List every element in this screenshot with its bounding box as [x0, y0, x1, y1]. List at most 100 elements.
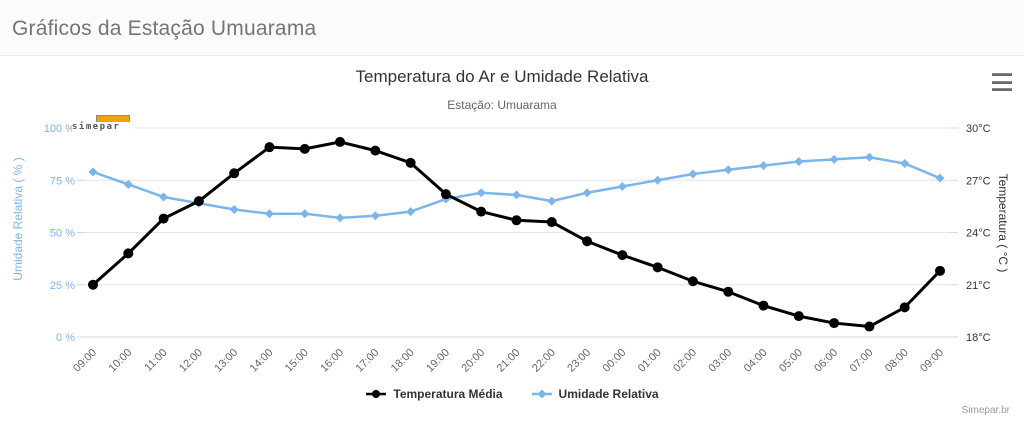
- x-tick-label: 14:00: [248, 347, 276, 375]
- x-tick-label: 05:00: [777, 347, 805, 375]
- data-point-umidade: [406, 207, 416, 217]
- data-point-umidade: [653, 175, 663, 185]
- data-point-temperatura: [264, 142, 275, 153]
- data-point-umidade: [370, 211, 380, 221]
- y-right-tick-label: 18°C: [966, 332, 991, 344]
- x-tick-label: 12:00: [177, 347, 205, 375]
- legend: Temperatura Média Umidade Relativa: [0, 387, 1024, 401]
- data-point-temperatura: [335, 136, 346, 147]
- logo-text: simepar: [72, 122, 121, 132]
- data-point-umidade: [935, 173, 945, 183]
- data-point-temperatura: [229, 168, 240, 179]
- x-tick-label: 07:00: [848, 347, 876, 375]
- data-point-umidade: [512, 190, 521, 200]
- x-tick-label: 19:00: [424, 347, 452, 375]
- data-point-temperatura: [652, 262, 663, 273]
- credits-link[interactable]: Simepar.br: [961, 405, 1010, 416]
- y-axis-right-title: Temperatura ( °C ): [996, 173, 1010, 273]
- data-point-umidade: [159, 192, 169, 202]
- x-tick-label: 22:00: [530, 347, 558, 375]
- data-point-temperatura: [511, 215, 522, 226]
- y-right-tick-label: 27°C: [966, 175, 991, 187]
- data-point-temperatura: [299, 143, 310, 154]
- legend-item-temperatura[interactable]: Temperatura Média: [365, 387, 503, 401]
- data-point-umidade: [617, 182, 627, 192]
- data-point-temperatura: [617, 250, 628, 261]
- series-line-umidade: [91, 156, 942, 220]
- data-point-umidade: [123, 179, 133, 189]
- y-axis-left-title: Umidade Relativa ( % ): [11, 157, 25, 281]
- data-point-temperatura: [723, 286, 734, 297]
- x-tick-label: 00:00: [601, 347, 629, 375]
- y-left-tick-label: 75 %: [50, 175, 75, 187]
- data-point-temperatura: [88, 279, 98, 290]
- x-tick-label: 06:00: [812, 347, 840, 375]
- simepar-logo: simepar: [72, 115, 134, 135]
- y-left-tick-label: 25 %: [50, 280, 75, 292]
- data-point-umidade: [264, 209, 274, 219]
- data-point-temperatura: [687, 276, 698, 287]
- data-point-umidade: [229, 205, 239, 215]
- data-point-temperatura: [158, 213, 169, 224]
- data-point-temperatura: [546, 217, 557, 228]
- logo-orange-bar-icon: [96, 115, 130, 122]
- line-diamond-marker-icon: [531, 389, 552, 399]
- data-point-umidade: [900, 159, 910, 169]
- x-tick-label: 10:00: [106, 347, 134, 375]
- data-point-temperatura: [193, 196, 204, 207]
- x-tick-label: 21:00: [495, 347, 523, 375]
- x-tick-label: 03:00: [706, 347, 734, 375]
- data-point-umidade: [794, 156, 804, 166]
- data-point-temperatura: [899, 302, 910, 313]
- x-tick-label: 13:00: [212, 347, 240, 375]
- data-point-umidade: [582, 188, 592, 198]
- x-tick-label: 08:00: [883, 347, 911, 375]
- hamburger-icon: [992, 80, 1012, 84]
- x-tick-label: 23:00: [565, 347, 593, 375]
- chart-title: Temperatura do Ar e Umidade Relativa: [355, 67, 649, 86]
- y-left-tick-label: 100 %: [44, 123, 75, 135]
- data-point-umidade: [688, 169, 698, 179]
- chart-export-menu-button[interactable]: [990, 72, 1014, 92]
- legend-label: Umidade Relativa: [558, 387, 659, 401]
- hamburger-icon: [992, 73, 1012, 76]
- data-point-umidade: [300, 209, 310, 219]
- y-left-tick-label: 0 %: [56, 332, 75, 344]
- data-point-temperatura: [829, 318, 840, 329]
- x-tick-label: 15:00: [283, 347, 311, 375]
- x-tick-label: 16:00: [318, 347, 346, 375]
- data-point-temperatura: [758, 300, 769, 311]
- x-tick-label: 04:00: [742, 347, 770, 375]
- data-point-temperatura: [370, 145, 381, 156]
- legend-item-umidade[interactable]: Umidade Relativa: [531, 387, 659, 401]
- data-point-umidade: [759, 161, 769, 171]
- page-header: Gráficos da Estação Umuarama: [0, 0, 1024, 56]
- plot-area: 0 % 18°C 25 % 21°C 50 % 24°C 75 % 27°C 100 % 30°C…: [44, 123, 991, 375]
- data-point-umidade: [476, 188, 486, 198]
- data-point-temperatura: [123, 248, 134, 259]
- data-point-umidade: [88, 167, 98, 177]
- data-point-umidade: [723, 165, 733, 175]
- x-tick-label: 18:00: [389, 347, 417, 375]
- x-tick-label: 02:00: [671, 347, 699, 375]
- data-point-umidade: [829, 154, 839, 164]
- x-tick-label: 01:00: [636, 347, 664, 375]
- y-right-tick-label: 24°C: [966, 228, 991, 240]
- chart-subtitle: Estação: Umuarama: [447, 98, 557, 112]
- data-point-temperatura: [476, 206, 487, 217]
- line-circle-marker-icon: [366, 390, 387, 398]
- y-right-tick-label: 30°C: [966, 123, 991, 135]
- y-right-tick-label: 21°C: [966, 280, 991, 292]
- chart-container: 0 % 18°C 25 % 21°C 50 % 24°C 75 % 27°C 100 % 30°C…: [0, 56, 1024, 428]
- x-tick-label: 09:00: [918, 347, 946, 375]
- data-point-umidade: [335, 213, 345, 223]
- data-point-temperatura: [935, 265, 945, 276]
- x-tick-label: 17:00: [354, 347, 382, 375]
- data-point-temperatura: [440, 189, 451, 200]
- page-title: Gráficos da Estação Umuarama: [12, 17, 317, 40]
- y-left-tick-label: 50 %: [50, 228, 75, 240]
- x-tick-label: 11:00: [142, 347, 169, 374]
- data-point-umidade: [864, 152, 874, 162]
- legend-label: Temperatura Média: [393, 387, 503, 401]
